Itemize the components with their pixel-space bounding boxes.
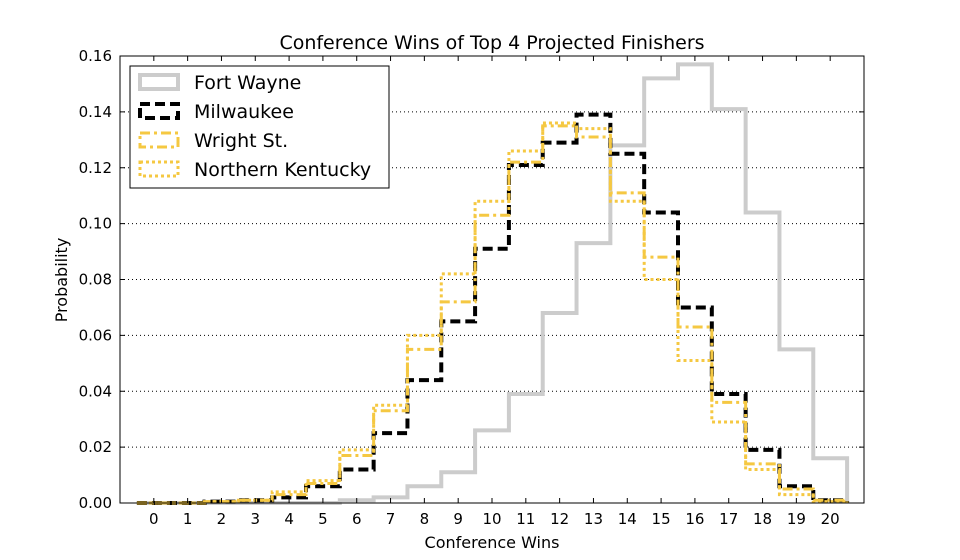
legend-frame — [129, 65, 390, 189]
x-tick-label-9: 9 — [453, 510, 463, 528]
chart-title: Conference Wins of Top 4 Projected Finis… — [279, 32, 704, 54]
x-tick-label-2: 2 — [217, 510, 227, 528]
x-tick-label-17: 17 — [719, 510, 738, 528]
x-tick-label-1: 1 — [183, 510, 193, 528]
x-tick-label-6: 6 — [352, 510, 362, 528]
x-tick-label-16: 16 — [685, 510, 704, 528]
legend-swatch-0 — [138, 73, 180, 91]
x-tick-label-19: 19 — [787, 510, 806, 528]
y-tick-label-7: 0.14 — [79, 103, 112, 121]
y-tick-label-2: 0.04 — [79, 382, 112, 400]
x-tick-label-10: 10 — [482, 510, 501, 528]
x-tick-label-3: 3 — [250, 510, 260, 528]
legend-swatch-1 — [138, 102, 180, 120]
legend-label-2: Wright St. — [194, 130, 288, 152]
x-tick-label-7: 7 — [386, 510, 396, 528]
series-line-3 — [136, 121, 849, 505]
x-tick-label-0: 0 — [149, 510, 159, 528]
x-tick-label-11: 11 — [516, 510, 535, 528]
y-tick-label-1: 0.02 — [79, 438, 112, 456]
y-tick-label-3: 0.06 — [79, 326, 112, 344]
legend-label-1: Milwaukee — [194, 101, 294, 123]
y-tick-label-4: 0.08 — [79, 271, 112, 289]
legend-label-0: Fort Wayne — [194, 72, 301, 94]
x-tick-label-8: 8 — [420, 510, 430, 528]
x-tick-label-12: 12 — [550, 510, 569, 528]
x-tick-label-5: 5 — [318, 510, 328, 528]
x-axis-label: Conference Wins — [425, 533, 560, 552]
y-tick-label-5: 0.10 — [79, 215, 112, 233]
x-tick-label-18: 18 — [753, 510, 772, 528]
legend: Fort Wayne Milwaukee Wright St. Northern Ke… — [129, 65, 390, 189]
x-tick-label-4: 4 — [284, 510, 294, 528]
y-tick-label-8: 0.16 — [79, 47, 112, 65]
x-tick-label-20: 20 — [821, 510, 840, 528]
x-tick-label-13: 13 — [584, 510, 603, 528]
y-tick-label-6: 0.12 — [79, 159, 112, 177]
axis-ticks: 0 1 2 3 4 5 6 7 8 9 10 11 12 13 14 15 16 17 18 19 200.000.02… — [79, 47, 864, 528]
y-axis-label: Probability — [52, 238, 71, 323]
legend-swatch-3 — [138, 160, 180, 178]
x-tick-label-14: 14 — [618, 510, 637, 528]
legend-label-3: Northern Kentucky — [194, 159, 371, 181]
x-tick-label-15: 15 — [652, 510, 671, 528]
legend-swatch-2 — [138, 131, 180, 149]
y-tick-label-0: 0.00 — [79, 494, 112, 512]
